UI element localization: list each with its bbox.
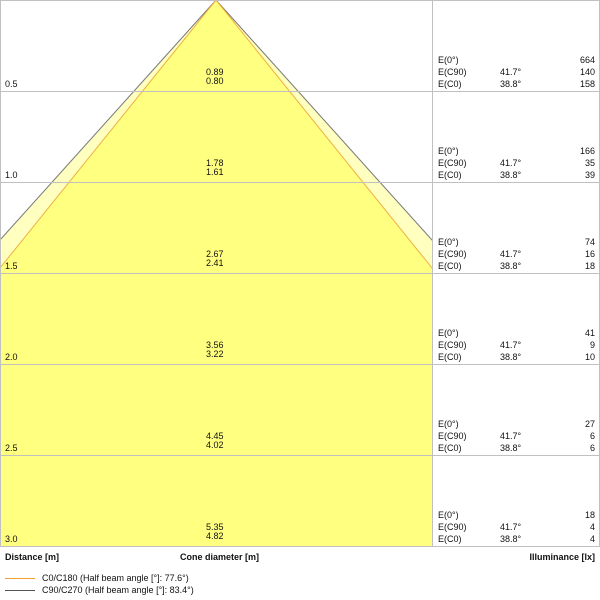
distance-label: 1.0 [5,170,18,180]
label-e-c0: E(C0) [438,352,462,362]
cone-diameter-c0: 4.02 [206,440,224,450]
label-e0: E(0°) [438,510,459,520]
distance-label: 1.5 [5,261,18,271]
value-e-c0: 18 [584,261,595,271]
distance-label: 2.0 [5,352,18,362]
angle-e-c90: 41.7° [500,249,522,259]
label-e-c90: E(C90) [438,158,467,168]
cone-diameter-c0: 3.22 [206,349,224,359]
cone-diameter-c0: 4.82 [206,531,224,541]
value-e-c90: 140 [579,67,595,77]
cone-diameter-label: Cone diameter [m] [180,552,260,562]
value-e-c90: 6 [589,431,595,441]
label-e-c0: E(C0) [438,261,462,271]
value-e-c0: 158 [579,79,595,89]
illuminance-label: Illuminance [lx] [529,552,595,562]
cone-diameter-c0: 2.41 [206,258,224,268]
angle-e-c0: 38.8° [500,79,522,89]
cone-diameter-c90: 1.78 [206,158,224,168]
label-e-c0: E(C0) [438,534,462,544]
cone-diameter-c90: 3.56 [206,340,224,350]
label-e0: E(0°) [438,419,459,429]
value-e-c0: 10 [584,352,595,362]
angle-e-c0: 38.8° [500,534,522,544]
legend-label-c90: C90/C270 (Half beam angle [°]: 83.4°) [42,585,194,595]
value-e0: 166 [579,146,595,156]
value-e-c90: 16 [584,249,595,259]
distance-label: 0.5 [5,79,18,89]
label-e0: E(0°) [438,328,459,338]
cone-diameter-c90: 2.67 [206,249,224,259]
angle-e-c90: 41.7° [500,67,522,77]
label-e0: E(0°) [438,146,459,156]
angle-e-c0: 38.8° [500,261,522,271]
cone-diameter-c90: 4.45 [206,431,224,441]
angle-e-c0: 38.8° [500,443,522,453]
label-e-c0: E(C0) [438,170,462,180]
value-e0: 74 [584,237,595,247]
legend-label-c0: C0/C180 (Half beam angle [°]: 77.6°) [42,573,189,583]
legend-line-c0 [5,578,35,579]
angle-e-c0: 38.8° [500,352,522,362]
value-e-c0: 39 [584,170,595,180]
label-e0: E(0°) [438,55,459,65]
angle-e-c90: 41.7° [500,340,522,350]
value-e-c90: 9 [589,340,595,350]
distance-label: 3.0 [5,534,18,544]
value-e-c90: 35 [584,158,595,168]
cone-diameter-c90: 5.35 [206,522,224,532]
label-e-c90: E(C90) [438,340,467,350]
value-e0: 664 [579,55,595,65]
angle-e-c0: 38.8° [500,170,522,180]
angle-e-c90: 41.7° [500,158,522,168]
cone-diameter-c0: 1.61 [206,167,224,177]
value-e-c0: 4 [589,534,595,544]
legend-line-c90 [5,590,35,591]
value-e0: 18 [584,510,595,520]
value-e0: 41 [584,328,595,338]
value-e0: 27 [584,419,595,429]
cone-diameter-c0: 0.80 [206,76,224,86]
label-e-c0: E(C0) [438,443,462,453]
cone-diameter-c90: 0.89 [206,67,224,77]
distance-label: 2.5 [5,443,18,453]
label-e-c90: E(C90) [438,431,467,441]
label-e-c90: E(C90) [438,67,467,77]
label-e-c0: E(C0) [438,79,462,89]
label-e-c90: E(C90) [438,249,467,259]
value-e-c0: 6 [589,443,595,453]
label-e0: E(0°) [438,237,459,247]
distance-axis-label: Distance [m] [5,552,60,562]
angle-e-c90: 41.7° [500,431,522,441]
label-e-c90: E(C90) [438,522,467,532]
angle-e-c90: 41.7° [500,522,522,532]
value-e-c90: 4 [589,522,595,532]
